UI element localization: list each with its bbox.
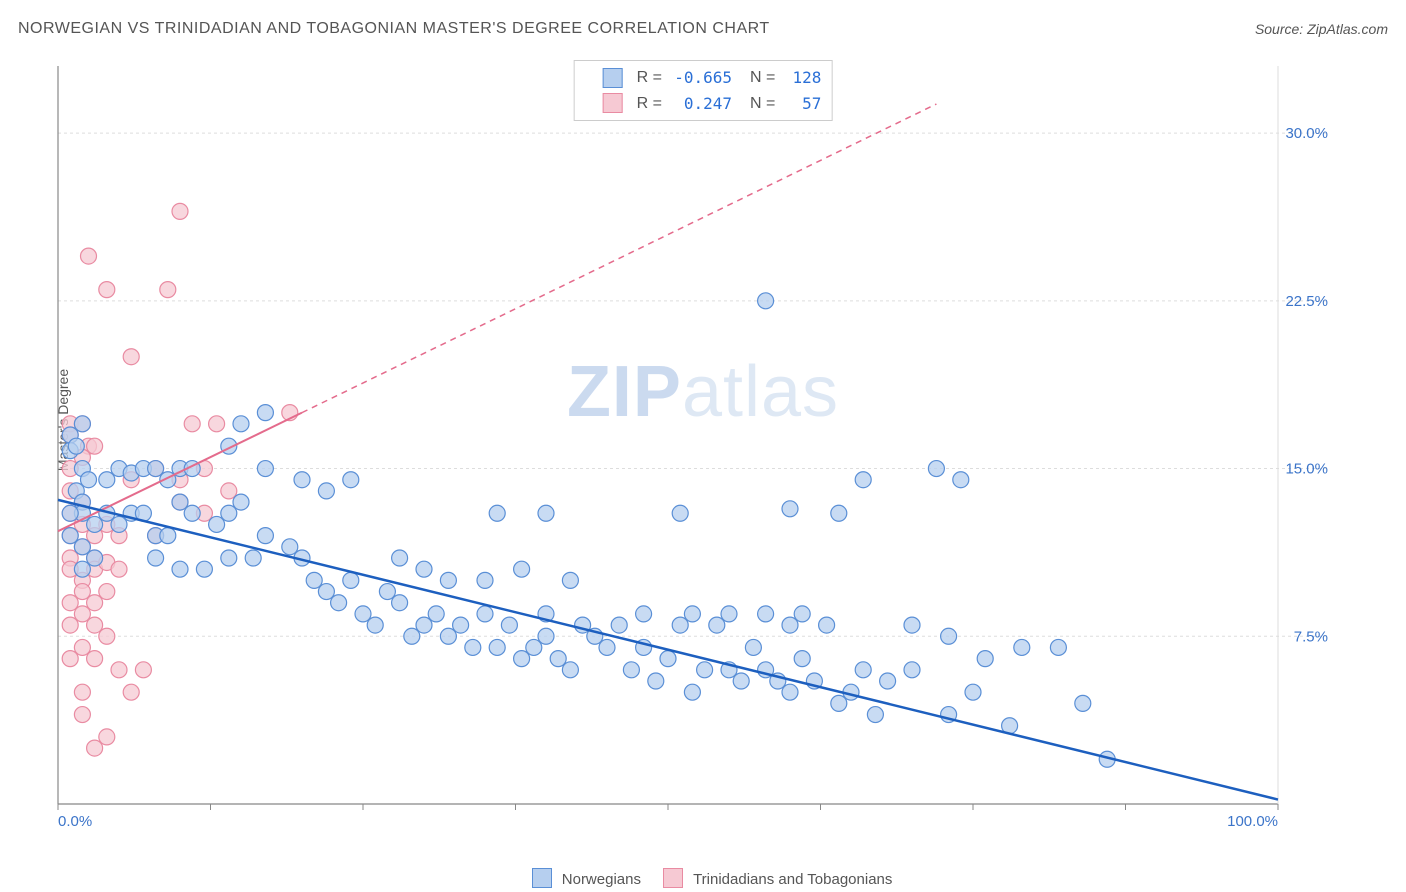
svg-text:22.5%: 22.5% xyxy=(1285,293,1328,310)
stats-legend-box: R =-0.665 N =128 R = 0.247 N = 57 xyxy=(574,60,833,121)
legend-label-2: Trinidadians and Tobagonians xyxy=(693,871,892,888)
source-attribution: Source: ZipAtlas.com xyxy=(1255,21,1388,37)
legend-swatch-2 xyxy=(663,868,683,888)
legend-label-1: Norwegians xyxy=(562,871,641,888)
swatch-series2 xyxy=(603,93,623,113)
svg-text:0.0%: 0.0% xyxy=(58,813,92,830)
stats-row-1: R =-0.665 N =128 xyxy=(585,65,822,91)
swatch-series1 xyxy=(603,68,623,88)
bottom-legend: Norwegians Trinidadians and Tobagonians xyxy=(0,868,1406,888)
svg-text:100.0%: 100.0% xyxy=(1227,813,1278,830)
svg-text:15.0%: 15.0% xyxy=(1285,461,1328,478)
svg-text:30.0%: 30.0% xyxy=(1285,125,1328,142)
chart-title: NORWEGIAN VS TRINIDADIAN AND TOBAGONIAN … xyxy=(18,20,770,38)
legend-swatch-1 xyxy=(532,868,552,888)
svg-text:7.5%: 7.5% xyxy=(1294,628,1328,645)
stats-row-2: R = 0.247 N = 57 xyxy=(585,91,822,117)
scatter-plot: 7.5% 15.0% 22.5% 30.0% 0.0% 100.0% xyxy=(48,56,1338,834)
